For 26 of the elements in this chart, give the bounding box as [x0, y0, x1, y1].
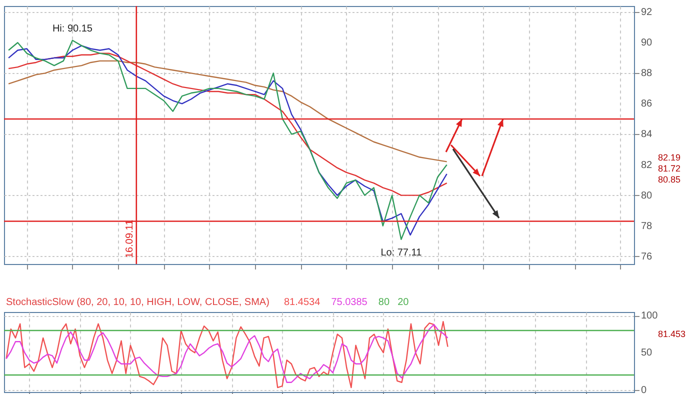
annotation: Lo: 77.11 — [380, 247, 422, 258]
ref-line-label: 80 — [378, 297, 390, 308]
y-tick-label: 84 — [641, 129, 653, 140]
text: 82.19 — [658, 152, 681, 163]
y-tick-label: 80 — [641, 190, 653, 202]
y-tick-label: 88 — [641, 68, 653, 80]
y-tick-label: 76 — [641, 251, 653, 262]
y-tick-label: 50 — [641, 348, 653, 359]
text: 75.0385 — [331, 297, 368, 308]
text: 81.4534 — [284, 297, 321, 308]
y-tick-label: 82 — [641, 160, 653, 171]
y-tick-label: 100 — [641, 310, 658, 322]
y-tick-label: 86 — [641, 98, 653, 110]
y-tick-label: 90 — [641, 38, 653, 49]
text: 81.72 — [658, 164, 681, 174]
annotation: Hi: 90.15 — [52, 23, 93, 34]
text: 81.453 — [658, 328, 686, 339]
chart-title: StochasticSlow (80, 20, 10, 10, HIGH, LOW, CLOSE, SMA) — [6, 297, 270, 308]
ref-line-label: 20 — [398, 297, 410, 308]
y-tick-label: 78 — [641, 220, 653, 232]
line-series — [8, 52, 448, 196]
y-tick-label: 92 — [641, 7, 653, 18]
line-series — [8, 60, 448, 162]
y-tick-label: 0 — [641, 384, 647, 394]
annotation: 16.09.11 — [124, 219, 136, 258]
text: 80.85 — [658, 174, 681, 185]
